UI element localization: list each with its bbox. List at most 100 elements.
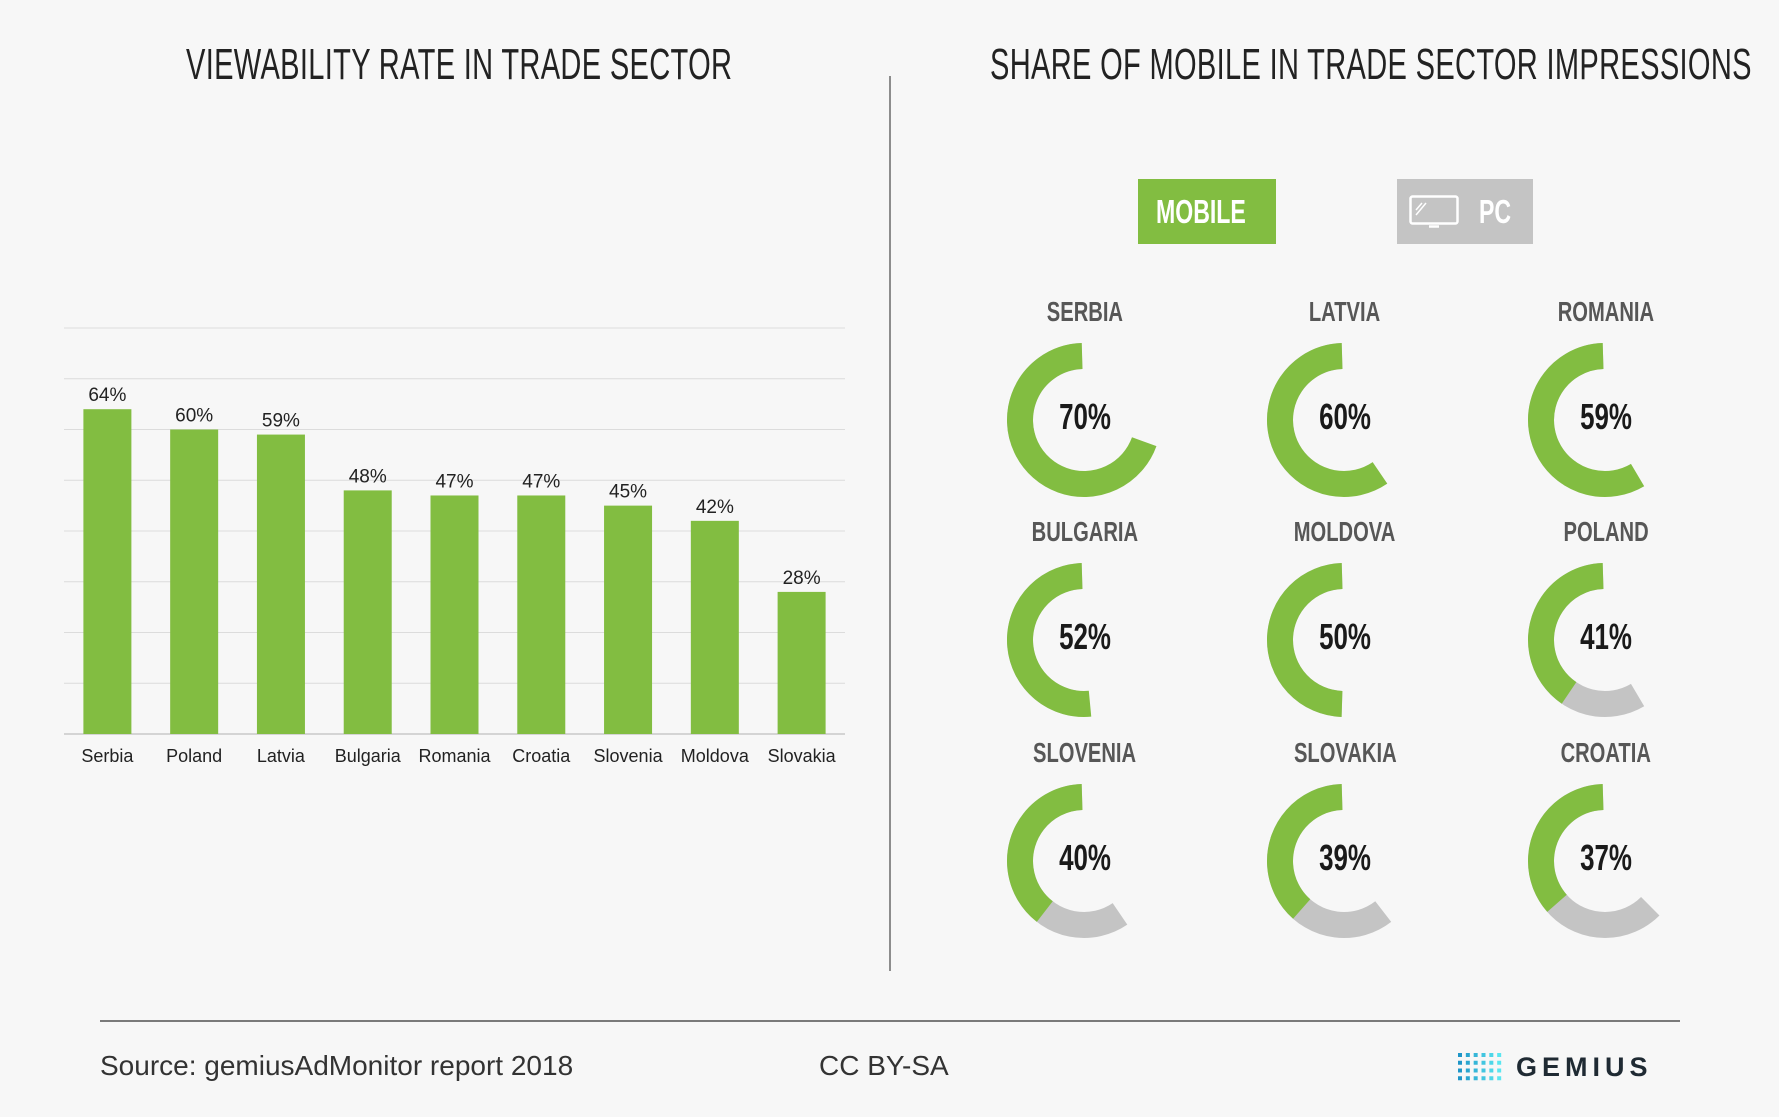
mobile-segment <box>1528 343 1682 497</box>
legend-mobile-label: MOBILE <box>1156 192 1246 230</box>
donut-value-label: 60% <box>1319 396 1371 437</box>
logo-dot <box>1481 1053 1486 1057</box>
logo-dot <box>1481 1068 1486 1073</box>
logo-dot <box>1481 1060 1486 1065</box>
donut-country-label: SLOVAKIA <box>1293 737 1397 768</box>
mobile-segment <box>1007 343 1161 497</box>
logo-dot <box>1473 1060 1478 1065</box>
bar-value-label: 42% <box>696 497 734 518</box>
bar-value-label: 48% <box>349 466 387 487</box>
donut-value-label: 70% <box>1059 396 1111 437</box>
bar-bulgaria <box>343 490 392 734</box>
logo-dot <box>1458 1076 1462 1081</box>
mobile-segment <box>1267 343 1421 497</box>
logo-dot <box>1497 1060 1502 1065</box>
category-label: Bulgaria <box>335 746 402 766</box>
donut-ring <box>1267 343 1421 497</box>
category-label: Slovakia <box>768 746 837 766</box>
logo-text: GEMIUS <box>1516 1052 1653 1082</box>
mobile-segment <box>1528 563 1682 717</box>
legend-pc: PC <box>1397 179 1533 244</box>
bar-croatia <box>517 495 566 734</box>
donut-chart-title: SHARE OF MOBILE IN TRADE SECTOR IMPRESSI… <box>990 40 1752 89</box>
donut-romania: ROMANIA 59% <box>1496 296 1716 516</box>
donut-latvia: LATVIA 60% <box>1235 296 1455 516</box>
mobile-segment <box>1267 784 1421 938</box>
monitor-icon <box>1409 194 1459 228</box>
donut-value-label: 52% <box>1059 616 1111 657</box>
bar-slovenia <box>604 505 653 734</box>
bar-value-label: 60% <box>175 406 213 427</box>
bar-romania <box>430 495 479 734</box>
donut-croatia: CROATIA 37% <box>1496 737 1716 957</box>
logo-dot <box>1465 1076 1470 1081</box>
donut-country-label: POLAND <box>1563 516 1649 547</box>
donut-value-label: 50% <box>1319 616 1371 657</box>
donut-value-label: 41% <box>1580 616 1632 657</box>
bar-value-label: 45% <box>609 482 647 503</box>
bar-moldova <box>690 520 739 734</box>
donut-country-label: MOLDOVA <box>1294 516 1396 547</box>
source-note: Source: gemiusAdMonitor report 2018 <box>100 1050 574 1081</box>
donut-ring <box>1007 784 1162 938</box>
donut-value-label: 37% <box>1580 837 1632 878</box>
donut-ring <box>1007 563 1161 717</box>
donut-country-label: SLOVENIA <box>1033 737 1137 768</box>
logo-dot <box>1497 1053 1502 1057</box>
category-label: Serbia <box>81 746 134 766</box>
donut-slovenia: SLOVENIA 40% <box>975 737 1195 957</box>
donut-bulgaria: BULGARIA 52% <box>975 516 1195 736</box>
logo-dot <box>1497 1068 1502 1073</box>
bar-value-label: 64% <box>88 385 126 406</box>
mobile-segment <box>1528 784 1682 938</box>
footer-divider <box>100 1020 1680 1022</box>
gemius-logo: GEMIUS <box>1457 1052 1653 1083</box>
bar-slovakia <box>777 591 826 734</box>
mobile-segment <box>1007 784 1161 938</box>
bar-chart-title: VIEWABILITY RATE IN TRADE SECTOR <box>186 40 733 89</box>
bar-poland <box>170 429 219 734</box>
logo-dot <box>1481 1076 1486 1081</box>
category-label: Latvia <box>257 746 306 766</box>
bar-value-label: 47% <box>435 471 473 492</box>
donut-value-label: 39% <box>1319 837 1371 878</box>
donut-country-label: LATVIA <box>1309 296 1381 327</box>
donut-moldova: MOLDOVA 50% <box>1235 516 1455 736</box>
donut-value-label: 59% <box>1580 396 1632 437</box>
bar-value-label: 47% <box>522 471 560 492</box>
bar-value-label: 28% <box>783 568 821 589</box>
donut-ring <box>1007 343 1161 497</box>
logo-dot <box>1458 1060 1462 1065</box>
section-divider <box>889 76 891 971</box>
donut-country-label: SERBIA <box>1046 296 1124 327</box>
donut-country-label: BULGARIA <box>1031 516 1139 547</box>
legend-pc-label: PC <box>1479 192 1512 230</box>
donut-ring <box>1528 784 1682 938</box>
logo-dot <box>1465 1068 1470 1073</box>
donut-value-label: 40% <box>1059 837 1111 878</box>
logo-dot <box>1497 1076 1502 1081</box>
category-label: Croatia <box>512 746 571 766</box>
logo-dot <box>1458 1053 1462 1057</box>
category-label: Slovenia <box>594 746 664 766</box>
donut-poland: POLAND 41% <box>1496 516 1716 736</box>
donut-ring <box>1267 784 1421 938</box>
donut-country-label: ROMANIA <box>1557 296 1655 327</box>
logo-dot <box>1473 1076 1478 1081</box>
logo-dot <box>1465 1053 1470 1057</box>
bar-chart: 64% Serbia 60% Poland 59% Latvia 48% Bulgaria 47… <box>64 327 845 766</box>
bar-value-label: 59% <box>262 411 300 432</box>
donut-ring <box>1528 343 1682 497</box>
donut-ring <box>1528 563 1682 717</box>
logo-dot <box>1489 1060 1494 1065</box>
category-label: Poland <box>166 746 222 766</box>
logo-dot <box>1465 1060 1470 1065</box>
category-label: Moldova <box>681 746 750 766</box>
logo-dot <box>1489 1076 1494 1081</box>
logo-dot <box>1473 1068 1478 1073</box>
gemius-dots-logo <box>1458 1053 1502 1081</box>
category-label: Romania <box>418 746 491 766</box>
logo-dot <box>1489 1068 1494 1073</box>
donut-country-label: CROATIA <box>1560 737 1652 768</box>
legend-mobile: MOBILE <box>1138 179 1276 244</box>
